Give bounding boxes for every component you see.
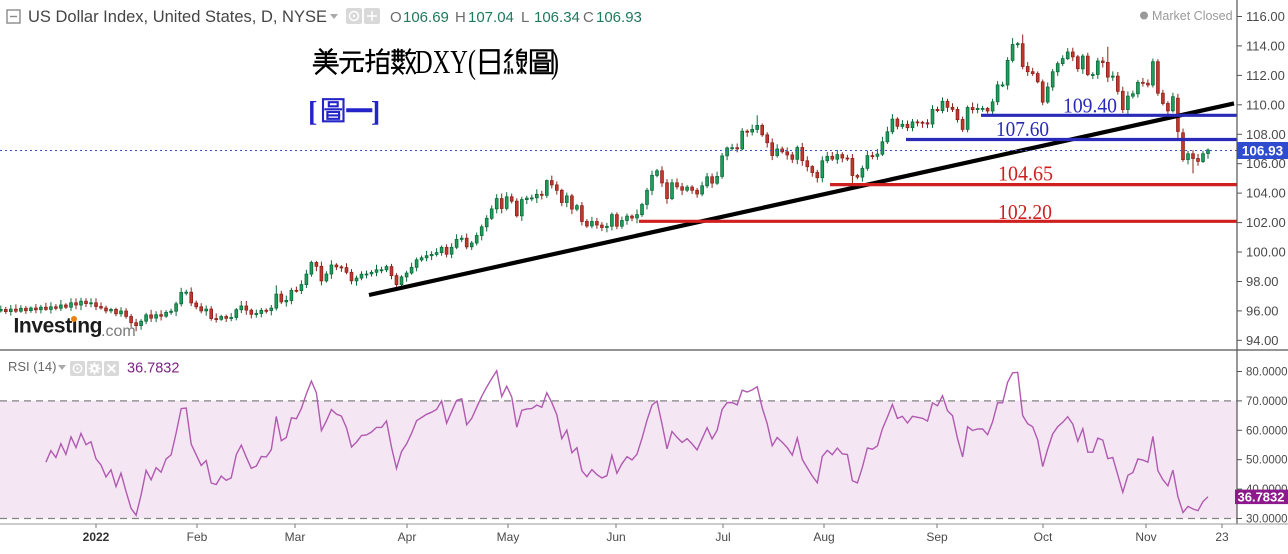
svg-text:60.0000: 60.0000 [1246, 425, 1288, 437]
svg-text:114.00: 114.00 [1246, 38, 1285, 53]
svg-text:106.34: 106.34 [534, 9, 580, 26]
svg-text:104.65: 104.65 [998, 162, 1053, 186]
svg-text:Mar: Mar [285, 530, 306, 544]
svg-text:106.93: 106.93 [596, 9, 642, 26]
svg-text:US Dollar Index, United States: US Dollar Index, United States, D, NYSE [28, 8, 327, 26]
svg-text:H: H [455, 9, 466, 26]
svg-text:[: [ [308, 97, 317, 128]
svg-text:106.00: 106.00 [1246, 156, 1286, 171]
svg-text:.com: .com [101, 323, 136, 340]
svg-text:80.0000: 80.0000 [1246, 367, 1288, 379]
svg-text:Nov: Nov [1135, 530, 1156, 544]
svg-text:O: O [390, 9, 402, 26]
svg-text:98.00: 98.00 [1246, 274, 1279, 289]
svg-text:104.00: 104.00 [1246, 186, 1286, 201]
svg-text:Sep: Sep [926, 530, 948, 544]
svg-text:DXY(: DXY( [415, 44, 476, 81]
svg-text:RSI (14): RSI (14) [8, 359, 56, 374]
svg-text:Jun: Jun [606, 530, 625, 544]
svg-text:102.20: 102.20 [998, 200, 1052, 224]
svg-text:106.69: 106.69 [403, 9, 449, 26]
svg-text:36.7832: 36.7832 [1238, 489, 1285, 504]
svg-text:102.00: 102.00 [1246, 215, 1286, 230]
svg-text:94.00: 94.00 [1246, 333, 1279, 348]
svg-text:May: May [497, 530, 520, 544]
svg-text:C: C [583, 9, 594, 26]
svg-text:108.00: 108.00 [1246, 127, 1286, 142]
svg-text:Feb: Feb [187, 530, 208, 544]
svg-text:107.04: 107.04 [468, 9, 514, 26]
svg-text:Apr: Apr [398, 530, 417, 544]
svg-text:Oct: Oct [1034, 530, 1053, 544]
svg-text:30.0000: 30.0000 [1246, 514, 1288, 526]
svg-text:106.93: 106.93 [1242, 144, 1284, 159]
svg-text:Investing: Investing [14, 315, 103, 338]
svg-text:112.00: 112.00 [1246, 68, 1285, 83]
svg-text:70.0000: 70.0000 [1246, 396, 1288, 408]
svg-text:): ) [551, 44, 559, 81]
svg-text:Aug: Aug [813, 530, 834, 544]
svg-text:L: L [521, 9, 529, 26]
svg-text:100.00: 100.00 [1246, 245, 1286, 260]
svg-text:Market Closed: Market Closed [1152, 9, 1233, 23]
svg-text:116.00: 116.00 [1246, 9, 1285, 24]
svg-text:107.60: 107.60 [996, 117, 1049, 141]
svg-text:110.00: 110.00 [1246, 97, 1285, 112]
svg-text:109.40: 109.40 [1063, 94, 1117, 118]
svg-text:50.0000: 50.0000 [1246, 455, 1288, 467]
svg-text:36.7832: 36.7832 [127, 361, 179, 377]
svg-text:96.00: 96.00 [1246, 303, 1279, 318]
svg-text:23: 23 [1215, 530, 1229, 544]
svg-text:Jul: Jul [715, 530, 730, 544]
svg-text:]: ] [371, 97, 380, 128]
svg-text:2022: 2022 [83, 530, 110, 544]
